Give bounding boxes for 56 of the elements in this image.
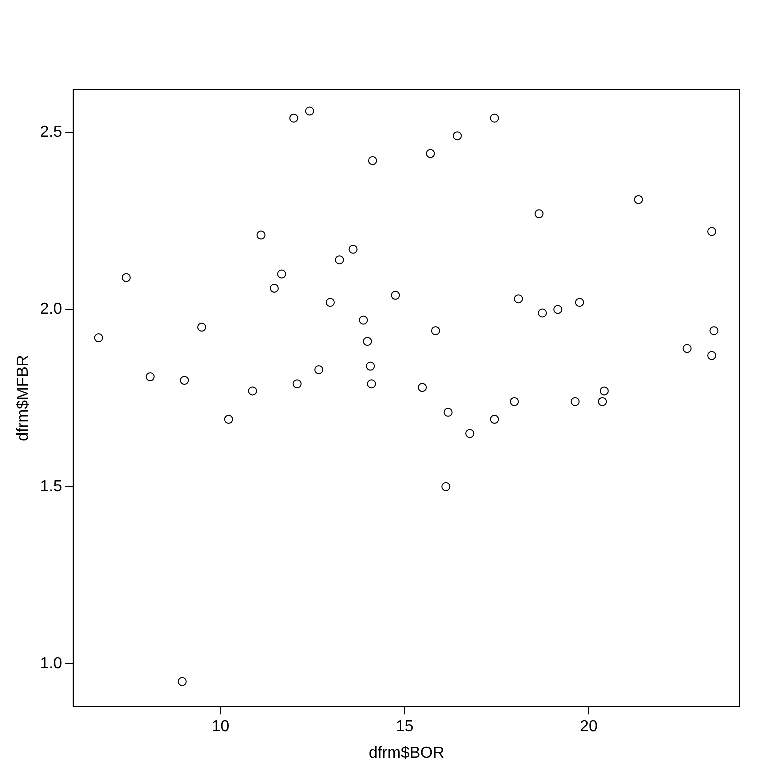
y-tick-label: 1.0 <box>40 655 63 672</box>
y-axis-title: dfrm$MFBR <box>15 355 32 442</box>
point <box>292 380 302 389</box>
point <box>554 305 563 314</box>
point <box>248 386 258 396</box>
point <box>490 415 500 424</box>
point <box>348 244 358 254</box>
x-tick-label: 20 <box>580 718 598 736</box>
point <box>442 482 451 492</box>
point <box>538 308 548 318</box>
point <box>277 270 286 279</box>
point <box>431 326 440 336</box>
point <box>290 114 299 123</box>
point <box>634 195 644 204</box>
point <box>466 429 475 438</box>
point <box>368 156 378 166</box>
point <box>391 291 400 300</box>
y-tick-label: 2.5 <box>40 124 63 141</box>
point <box>682 344 692 354</box>
point <box>335 256 344 265</box>
point <box>534 210 544 219</box>
y-tick-label: 1.5 <box>40 478 63 496</box>
point <box>359 316 368 325</box>
point <box>598 397 608 406</box>
point <box>314 365 324 374</box>
point <box>305 106 314 116</box>
point <box>224 415 234 424</box>
point <box>708 351 717 360</box>
point <box>326 298 335 308</box>
point <box>444 408 453 417</box>
x-tick-label: 10 <box>212 718 230 736</box>
point <box>366 362 376 371</box>
point <box>256 230 266 240</box>
point <box>426 149 436 158</box>
x-tick-label: 15 <box>396 718 414 736</box>
point <box>418 383 428 392</box>
point <box>197 322 206 332</box>
point <box>180 376 190 386</box>
point <box>710 326 719 336</box>
point <box>490 114 500 123</box>
point <box>453 132 462 141</box>
point <box>575 298 584 308</box>
point <box>94 334 104 343</box>
x-axis-title: dfrm$BOR <box>368 744 445 762</box>
y-tick-label: 2.0 <box>40 301 63 318</box>
point <box>570 397 580 406</box>
point <box>270 284 280 293</box>
point <box>514 294 524 304</box>
point <box>708 227 717 236</box>
point <box>146 372 155 382</box>
point <box>367 380 376 389</box>
point <box>363 337 372 346</box>
point <box>600 386 609 396</box>
point <box>122 273 131 282</box>
point <box>178 677 187 686</box>
point <box>510 397 520 406</box>
